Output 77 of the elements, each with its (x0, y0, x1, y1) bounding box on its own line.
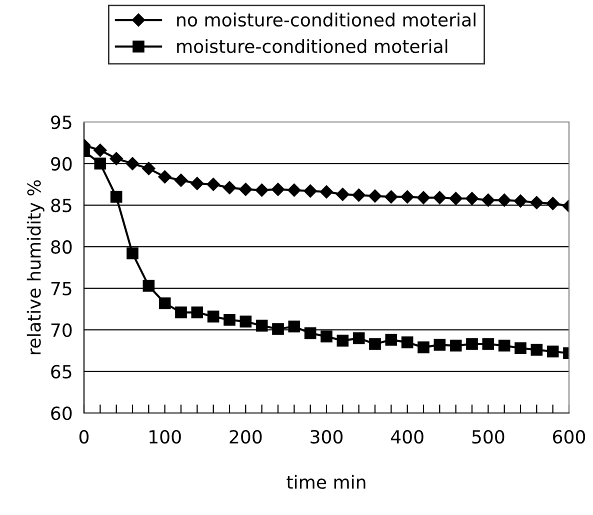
legend-label: moisture-conditioned moterial (177, 39, 448, 54)
point (320, 185, 334, 198)
x-tick-label: 200 (230, 430, 262, 444)
y-tick-label: 85 (51, 198, 72, 212)
y-tick-label: 75 (51, 282, 72, 296)
point (190, 176, 204, 190)
point (369, 338, 381, 350)
point (385, 334, 398, 346)
point (174, 174, 188, 187)
point (514, 194, 528, 208)
y-tick-label: 95 (51, 115, 72, 130)
y-tick-label: 80 (51, 240, 72, 254)
point (110, 152, 123, 166)
y-tick-label: 65 (51, 364, 72, 379)
point (498, 194, 511, 207)
point (126, 247, 138, 260)
point (207, 310, 220, 322)
point (175, 306, 187, 318)
point (255, 184, 268, 197)
point (498, 340, 510, 352)
y-tick-label: 60 (51, 406, 72, 420)
point (416, 191, 430, 204)
point (142, 280, 155, 292)
point (288, 184, 301, 197)
point (433, 191, 446, 204)
point (142, 162, 156, 176)
point (288, 320, 300, 332)
point (466, 338, 478, 350)
point (450, 340, 462, 352)
point (271, 182, 285, 196)
point (240, 316, 252, 328)
y-tick-label: 90 (51, 157, 72, 171)
point (514, 342, 526, 354)
point (126, 156, 140, 170)
point (206, 178, 220, 191)
point (239, 182, 252, 196)
point (304, 184, 317, 198)
point (530, 344, 543, 356)
point (256, 320, 268, 332)
point (336, 334, 349, 347)
point (352, 188, 366, 202)
point (465, 192, 479, 206)
point (336, 188, 350, 201)
x-tick-label: 300 (310, 430, 343, 444)
point (304, 327, 316, 340)
point (320, 330, 332, 342)
point (418, 341, 430, 354)
point (449, 192, 462, 206)
point (191, 306, 204, 318)
point (546, 196, 560, 210)
point (158, 170, 172, 184)
point (482, 338, 494, 350)
point (222, 181, 236, 194)
point (158, 297, 171, 310)
point (110, 190, 122, 203)
y-tick-label: 70 (51, 323, 72, 337)
point (384, 190, 398, 204)
x-axis-title: time min (286, 474, 366, 489)
legend-label: no moisture-conditioned moterial (177, 12, 476, 27)
point (546, 346, 559, 358)
point (401, 336, 414, 348)
x-tick-label: 500 (472, 430, 504, 444)
x-tick-label: 600 (553, 430, 586, 444)
y-axis-title: relative humidity % (26, 180, 44, 354)
point (94, 158, 106, 170)
point (482, 194, 495, 207)
point (434, 338, 446, 351)
point (94, 144, 107, 157)
point (224, 314, 236, 326)
x-tick-label: 0 (79, 430, 89, 444)
point (352, 332, 365, 344)
point (530, 196, 544, 210)
x-tick-label: 100 (150, 430, 181, 444)
point (368, 189, 382, 203)
x-tick-label: 400 (390, 430, 424, 444)
point (272, 323, 284, 335)
point (400, 190, 414, 204)
